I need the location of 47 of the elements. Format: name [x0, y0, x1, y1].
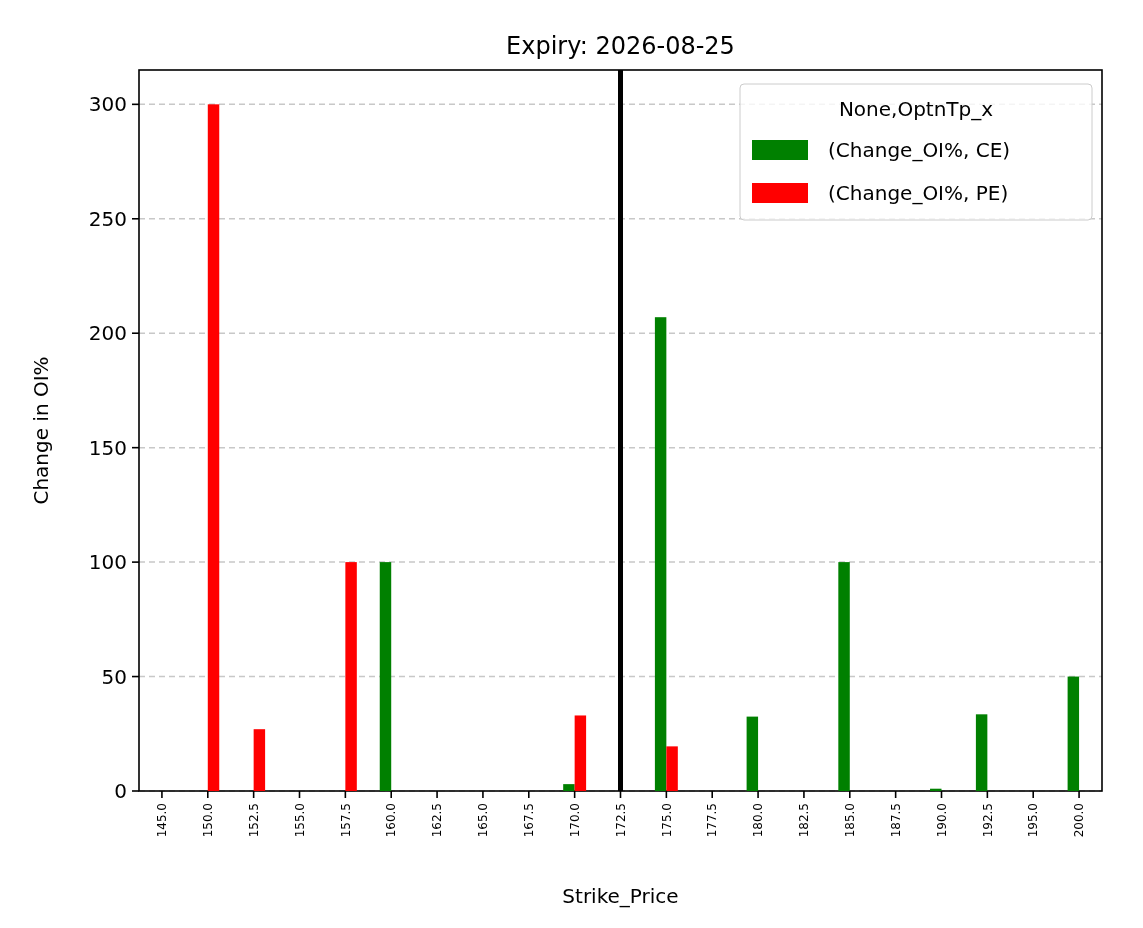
x-axis-title: Strike_Price: [562, 884, 679, 908]
x-tick-label: 185.0: [842, 803, 857, 838]
bar: [746, 716, 759, 791]
bar: [253, 729, 266, 791]
chart-title: Expiry: 2026-08-25: [506, 32, 735, 60]
y-tick-label: 0: [114, 779, 127, 803]
bar: [930, 788, 942, 791]
y-tick-label: 200: [88, 321, 127, 346]
y-tick-label: 100: [88, 550, 127, 575]
x-tick-label: 170.0: [567, 803, 582, 838]
x-tick-label: 155.0: [292, 803, 307, 838]
bar: [654, 317, 667, 791]
x-tick-label: 152.5: [246, 803, 261, 838]
x-tick-label: 200.0: [1072, 803, 1087, 838]
x-tick-label: 182.5: [797, 803, 812, 838]
bar: [379, 562, 392, 791]
y-tick-label: 300: [88, 92, 127, 117]
y-tick-label: 150: [88, 435, 127, 460]
x-tick-label: 160.0: [384, 803, 399, 838]
y-tick-label: 250: [88, 206, 127, 231]
x-tick-label: 167.5: [521, 803, 536, 838]
x-tick-label: 145.0: [155, 803, 170, 838]
bar: [345, 562, 357, 791]
bar: [666, 746, 678, 791]
y-axis-title: Change in OI%: [29, 356, 53, 505]
bar: [574, 715, 587, 791]
x-tick-label: 157.5: [338, 803, 353, 838]
bar: [975, 714, 988, 791]
y-tick-label: 50: [101, 664, 127, 689]
legend-title: None,OptnTp_x: [838, 97, 994, 121]
x-tick-label: 177.5: [705, 803, 720, 838]
bar: [563, 784, 575, 791]
legend-label: (Change_OI%, CE): [828, 138, 1011, 162]
x-tick-label: 162.5: [430, 803, 445, 838]
legend-label: (Change_OI%, PE): [828, 181, 1009, 205]
x-tick-label: 172.5: [613, 803, 628, 838]
bar: [1067, 676, 1080, 791]
x-tick-label: 150.0: [200, 803, 215, 838]
x-tick-label: 190.0: [934, 803, 949, 838]
x-tick-label: 195.0: [1026, 803, 1041, 838]
x-tick-label: 187.5: [888, 803, 903, 838]
x-tick-label: 180.0: [751, 803, 766, 838]
x-tick-label: 165.0: [476, 803, 491, 838]
x-tick-label: 192.5: [980, 803, 995, 838]
x-tick-label: 175.0: [659, 803, 674, 838]
bar: [838, 562, 850, 791]
bar: [207, 104, 220, 791]
